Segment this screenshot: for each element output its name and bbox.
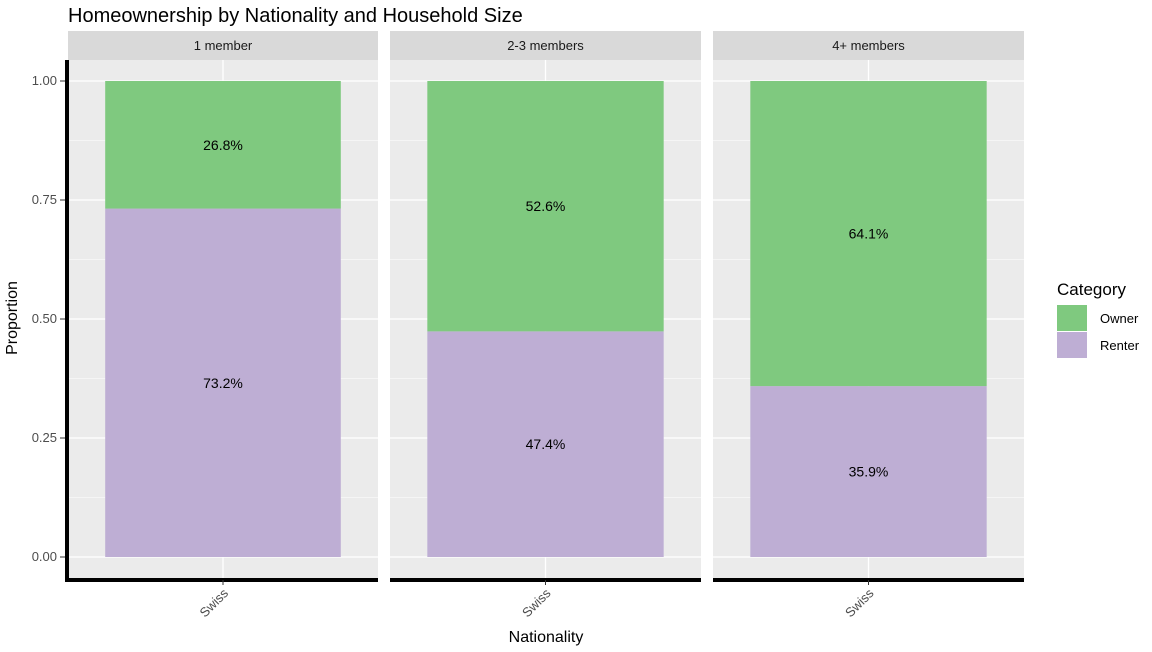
data-label-renter: 47.4% <box>526 436 566 452</box>
bar-renter <box>427 331 664 557</box>
data-label-owner: 52.6% <box>526 198 566 214</box>
facet-label: 2-3 members <box>507 38 584 53</box>
bar-renter <box>105 208 341 557</box>
y-tick-label: 1.00 <box>32 73 57 88</box>
facets-group: 1 member 26.8% 73.2% Swiss 2-3 members 52.6% 4… <box>66 31 1024 620</box>
y-tick-label: 0.00 <box>32 549 57 564</box>
y-axis: 0.00 0.25 0.50 0.75 1.00 <box>32 60 69 582</box>
bar-owner <box>427 81 664 332</box>
facet-label: 1 member <box>194 38 253 53</box>
facet-panel: 4+ members 64.1% 35.9% Swiss <box>713 31 1024 620</box>
x-tick-label: Swiss <box>842 585 877 620</box>
legend-swatch-renter <box>1057 332 1087 358</box>
bar-owner <box>105 81 341 209</box>
y-tick-label: 0.25 <box>32 430 57 445</box>
y-axis-label: Proportion <box>4 281 21 355</box>
data-label-renter: 35.9% <box>849 464 889 480</box>
bar-renter <box>750 386 987 557</box>
y-tick-label: 0.75 <box>32 192 57 207</box>
chart-title: Homeownership by Nationality and Househo… <box>68 5 523 27</box>
facet-panel: 2-3 members 52.6% 47.4% Swiss <box>390 31 701 620</box>
facet-strip <box>713 31 1024 60</box>
x-tick-label: Swiss <box>519 585 554 620</box>
facet-strip <box>68 31 378 60</box>
legend-swatch-owner <box>1057 305 1087 331</box>
bar-owner <box>750 81 987 387</box>
facet-strip <box>390 31 701 60</box>
facet-panel: 1 member 26.8% 73.2% Swiss <box>66 31 378 620</box>
facet-label: 4+ members <box>832 38 905 53</box>
data-label-owner: 26.8% <box>203 137 243 153</box>
legend-title: Category <box>1057 280 1126 299</box>
legend-label: Renter <box>1100 338 1140 353</box>
data-label-renter: 73.2% <box>203 375 243 391</box>
y-tick-label: 0.50 <box>32 311 57 326</box>
x-tick-label: Swiss <box>197 585 232 620</box>
data-label-owner: 64.1% <box>849 226 889 242</box>
legend-label: Owner <box>1100 311 1139 326</box>
legend: Category Owner Renter <box>1057 280 1140 358</box>
x-axis-label: Nationality <box>509 629 584 646</box>
